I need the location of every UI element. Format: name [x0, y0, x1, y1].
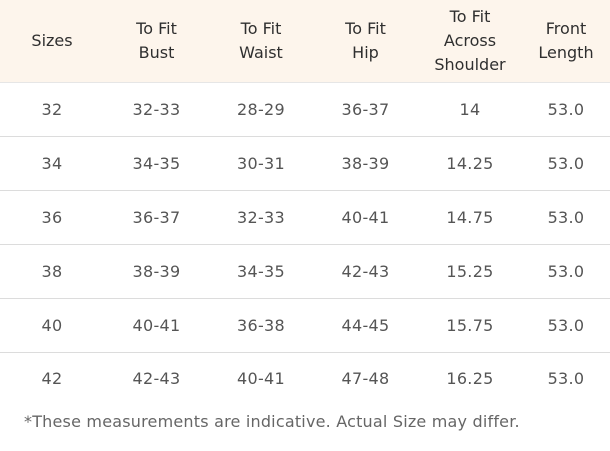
cell-waist: 34-35: [209, 244, 313, 299]
cell-front-length: 53.0: [522, 244, 610, 299]
cell-hip: 40-41: [313, 190, 418, 245]
cell-shoulder: 14.75: [418, 190, 522, 245]
cell-hip: 44-45: [313, 298, 418, 353]
cell-bust: 38-39: [104, 244, 209, 299]
cell-bust: 42-43: [132, 369, 181, 388]
table-row: 42 42-43 40-41 47-48 16.25 53.0: [0, 353, 610, 405]
cell-bust: 32-33: [104, 82, 209, 137]
table-row: 38 38-39 34-35 42-43 15.25 53.0: [0, 244, 610, 299]
cell-hip: 38-39: [313, 136, 418, 191]
cell-waist: 36-38: [209, 298, 313, 353]
cell-hip: 36-37: [313, 82, 418, 137]
cell-size: 32: [0, 82, 104, 137]
cell-size: 34: [0, 136, 104, 191]
header-bust: To Fit Bust: [104, 0, 209, 83]
table-row: 36 36-37 32-33 40-41 14.75 53.0: [0, 190, 610, 245]
cell-shoulder: 14.25: [418, 136, 522, 191]
cell-shoulder: 15.25: [418, 244, 522, 299]
cell-hip: 47-48: [341, 369, 390, 388]
cell-bust: 36-37: [104, 190, 209, 245]
table-row: 40 40-41 36-38 44-45 15.75 53.0: [0, 298, 610, 353]
header-sizes: Sizes: [0, 0, 104, 83]
measurement-note: *These measurements are indicative. Actu…: [24, 412, 520, 431]
cell-front-length: 53.0: [522, 136, 610, 191]
cell-shoulder: 15.75: [418, 298, 522, 353]
cell-waist: 40-41: [237, 369, 285, 388]
header-hip: To Fit Hip: [313, 0, 418, 83]
size-chart-body: 32 32-33 28-29 36-37 14 53.0 34 34-35 30…: [0, 82, 610, 405]
cell-bust: 40-41: [104, 298, 209, 353]
size-chart-table: Sizes To Fit Bust To Fit Waist To Fit Hi…: [0, 0, 610, 405]
table-row: 34 34-35 30-31 38-39 14.25 53.0: [0, 136, 610, 191]
cell-bust: 34-35: [104, 136, 209, 191]
cell-waist: 28-29: [209, 82, 313, 137]
cell-hip: 42-43: [313, 244, 418, 299]
cell-waist: 32-33: [209, 190, 313, 245]
cell-size: 38: [0, 244, 104, 299]
cell-front-length: 53.0: [522, 190, 610, 245]
header-front-length: Front Length: [522, 0, 610, 83]
cell-waist: 30-31: [209, 136, 313, 191]
size-chart-header: Sizes To Fit Bust To Fit Waist To Fit Hi…: [0, 0, 610, 83]
cell-front-length: 53.0: [547, 369, 585, 388]
cell-shoulder: 16.25: [446, 369, 494, 388]
table-row: 32 32-33 28-29 36-37 14 53.0: [0, 82, 610, 137]
cell-shoulder: 14: [418, 82, 522, 137]
header-shoulder: To Fit Across Shoulder: [418, 0, 522, 83]
cell-front-length: 53.0: [522, 82, 610, 137]
cell-front-length: 53.0: [522, 298, 610, 353]
cell-size: 36: [0, 190, 104, 245]
cell-size: 40: [0, 298, 104, 353]
header-waist: To Fit Waist: [209, 0, 313, 83]
cell-size: 42: [41, 369, 63, 388]
header-row: Sizes To Fit Bust To Fit Waist To Fit Hi…: [0, 0, 610, 83]
